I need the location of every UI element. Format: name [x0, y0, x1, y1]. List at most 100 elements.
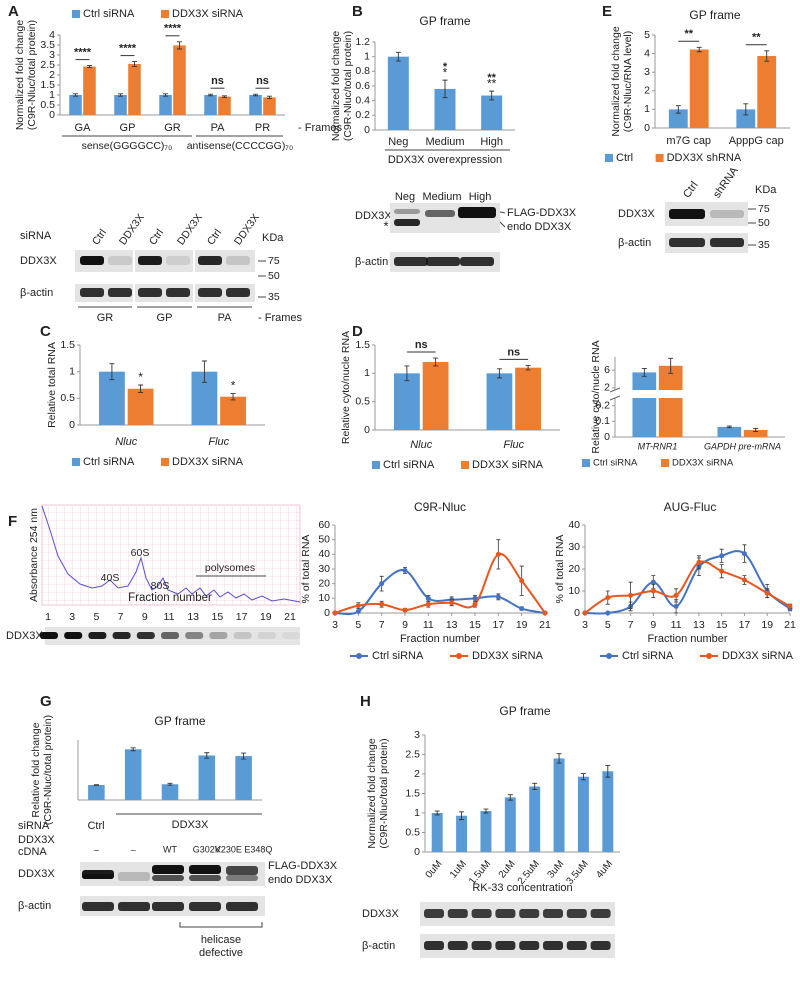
x-tick-label: 13 — [693, 619, 705, 631]
y-axis-label: % of total RNA — [554, 535, 566, 604]
bar — [736, 109, 756, 128]
x-tick-label: GR — [164, 122, 181, 134]
band — [189, 865, 221, 874]
band — [471, 941, 492, 950]
band — [226, 902, 258, 911]
error-bar — [201, 360, 207, 383]
band — [471, 909, 492, 918]
legend-label: DDX3X siRNA — [172, 456, 244, 468]
band — [519, 909, 540, 918]
band — [425, 210, 455, 217]
point — [741, 551, 747, 557]
x-tick-label: Medium — [425, 136, 464, 148]
bar — [218, 96, 231, 115]
error-bar — [442, 79, 448, 99]
band — [108, 288, 132, 297]
legend-swatch — [582, 459, 590, 467]
y-tick-label: 1 — [364, 367, 370, 379]
bar — [124, 749, 142, 800]
point — [605, 595, 611, 601]
axis-break — [611, 390, 785, 398]
y-axis-label: Absorbance 254 nm — [28, 508, 40, 602]
y-tick-label: 6 — [604, 364, 610, 376]
chart-title: AUG-Fluc — [664, 500, 717, 514]
y-tick-label: 2 — [644, 85, 650, 97]
legend-marker — [706, 653, 712, 659]
series-line — [584, 560, 791, 614]
x-tick-label: 7 — [628, 619, 634, 631]
protein-label: DDX3X — [362, 908, 399, 920]
legend-swatch — [605, 154, 613, 162]
lane-label: Ctrl — [205, 227, 224, 247]
point — [355, 609, 361, 615]
x-tick-label: Nluc — [115, 436, 138, 448]
table-header: DDX3X — [18, 834, 55, 846]
band-label: FLAG-DDX3X — [507, 207, 577, 219]
fraction-label: 11 — [164, 611, 175, 623]
point — [673, 592, 679, 598]
y-tick-label: 0.2 — [355, 109, 370, 121]
band-pointer — [499, 211, 506, 214]
x-tick-label: 19 — [516, 619, 528, 631]
table-header: cDNA — [18, 846, 47, 858]
significance: ** — [487, 72, 496, 84]
x-tick-label: GP — [120, 122, 136, 134]
chart-title: GP frame — [154, 714, 205, 728]
point — [628, 592, 634, 598]
protein-label: DDX3X — [618, 208, 655, 220]
x-tick-label: 3uM — [545, 859, 566, 881]
error-bar — [580, 773, 586, 781]
error-bar — [743, 103, 749, 116]
legend-label: Ctrl siRNA — [593, 458, 638, 469]
x-tick-label: ApppG cap — [729, 135, 784, 147]
significance: ** — [684, 28, 693, 40]
x-tick-label: 19 — [761, 619, 773, 631]
band-label: endo DDX3X — [507, 221, 572, 233]
blot-unit: KDa — [262, 232, 284, 244]
legend-label: DDX3X shRNA — [667, 152, 742, 164]
band — [257, 632, 276, 639]
band — [152, 865, 184, 874]
y-tick-label: 0 — [324, 607, 330, 619]
group-label: sense(GGGGCC)₇₀ — [82, 140, 173, 152]
legend-marker — [606, 653, 612, 659]
bar — [456, 815, 468, 852]
y-tick-label: 2.5 — [40, 59, 55, 71]
error-bar — [93, 784, 99, 786]
band-pointer — [499, 221, 506, 228]
profile-grid — [41, 504, 301, 606]
x-tick-label: 21 — [784, 619, 796, 631]
band — [424, 909, 444, 918]
x-tick-label: PR — [255, 122, 270, 134]
peak-label: polysomes — [205, 562, 255, 574]
group-label: GR — [97, 312, 114, 324]
band — [394, 209, 420, 214]
point — [449, 600, 455, 606]
lane-label: DDX3X — [117, 212, 147, 248]
significance: * — [231, 379, 236, 393]
size-marker: 35 — [758, 239, 770, 251]
legend-label: DDX3X siRNA — [172, 8, 244, 20]
band — [519, 941, 540, 950]
band — [226, 256, 250, 265]
bar — [422, 362, 449, 430]
bar — [602, 771, 614, 852]
band — [112, 632, 131, 639]
x-tick-label: 4uM — [594, 859, 615, 881]
legend-marker — [456, 653, 462, 659]
significance: ns — [507, 346, 520, 358]
lane-label: DDX3X — [175, 212, 205, 248]
lane-label: Neg — [395, 191, 415, 203]
y-tick-label: 1.5 — [40, 79, 55, 91]
y-axis-label: Relative cyto/nucle RNA — [340, 331, 352, 444]
y-tick-label: 2 — [604, 382, 610, 394]
fraction-label: 21 — [284, 611, 296, 623]
y-axis-label: Normalized fold change — [14, 20, 26, 130]
point — [519, 578, 525, 584]
error-bar — [86, 65, 92, 69]
error-bar — [253, 93, 259, 97]
y-tick-label: 0 — [364, 124, 370, 136]
error-bar — [73, 93, 79, 97]
y-axis-label: Relative cyto/nucle RNA — [590, 340, 602, 453]
bar — [757, 56, 777, 128]
